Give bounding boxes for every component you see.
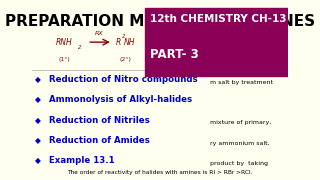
Text: ◆: ◆ [35,136,41,145]
Text: RX: RX [95,31,104,36]
Text: 2: 2 [78,45,81,50]
Text: PART- 3: PART- 3 [150,48,198,60]
Text: NH: NH [124,38,136,47]
Text: R: R [115,38,121,47]
Text: ry ammonium salt,: ry ammonium salt, [210,141,269,146]
Text: Reduction of Amides: Reduction of Amides [49,136,150,145]
Text: ◆: ◆ [35,95,41,104]
Text: ◆: ◆ [35,116,41,125]
Text: The order of reactivity of halides with amines is RI > RBr >RCl.: The order of reactivity of halides with … [67,170,253,175]
Text: Ammonolysis of Alkyl-halides: Ammonolysis of Alkyl-halides [49,95,192,104]
Text: Reduction of Nitriles: Reduction of Nitriles [49,116,150,125]
Text: Reduction of Nitro compounds: Reduction of Nitro compounds [49,75,198,84]
Text: Example 13.1: Example 13.1 [49,156,115,165]
Text: m salt by treatment: m salt by treatment [210,80,273,85]
Text: RNH: RNH [55,38,72,47]
Text: (2°): (2°) [120,57,132,62]
Text: PREPARATION METHODS OF AMINES: PREPARATION METHODS OF AMINES [5,14,315,29]
Text: product by  taking: product by taking [210,161,268,166]
Text: mixture of primary,: mixture of primary, [210,120,271,125]
FancyBboxPatch shape [145,8,288,76]
Text: ◆: ◆ [35,75,41,84]
Text: (1°): (1°) [59,57,70,62]
Text: ◆: ◆ [35,156,41,165]
Text: 12th CHEMISTRY CH-13: 12th CHEMISTRY CH-13 [150,14,286,24]
Text: 2: 2 [122,34,126,39]
